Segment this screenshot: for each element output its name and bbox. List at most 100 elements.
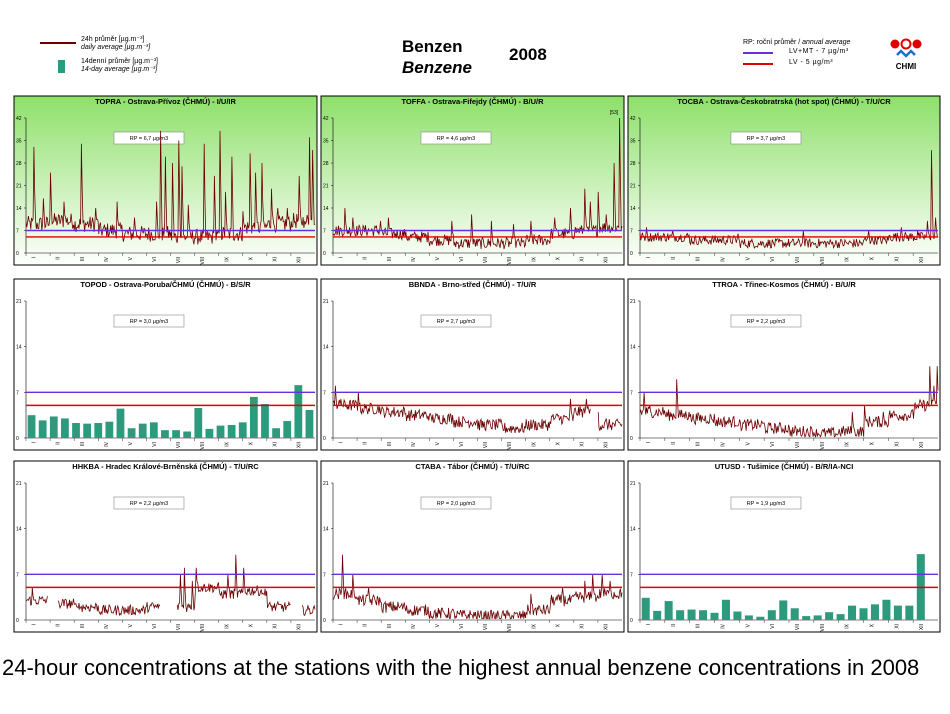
month-label: XI bbox=[579, 257, 585, 262]
rp-label-box bbox=[113, 131, 185, 145]
month-label: V bbox=[128, 441, 134, 445]
chart-title: TOPRA - Ostrava-Přívoz (ČHMÚ) - I/U/IR bbox=[95, 97, 236, 106]
month-label: III bbox=[387, 257, 393, 261]
rp-label-box bbox=[730, 131, 802, 145]
month-label: XII bbox=[919, 257, 925, 263]
month-label: V bbox=[435, 623, 441, 627]
month-label: IX bbox=[224, 256, 230, 261]
y-tick-label: 7 bbox=[630, 572, 633, 578]
month-label: I bbox=[32, 257, 38, 258]
month-label: I bbox=[32, 442, 38, 443]
month-label: VII bbox=[483, 624, 489, 630]
rp-label-box bbox=[420, 496, 492, 510]
data-bar bbox=[779, 600, 788, 620]
data-bar bbox=[249, 396, 258, 438]
month-label: VII bbox=[176, 442, 182, 448]
rp-label-box bbox=[730, 314, 802, 328]
daily-average-line bbox=[639, 366, 939, 439]
month-label: X bbox=[555, 441, 561, 445]
daily-average-line bbox=[25, 130, 316, 245]
data-bar bbox=[183, 431, 192, 438]
y-tick-label: 28 bbox=[16, 161, 22, 167]
data-bar bbox=[72, 422, 80, 438]
y-tick-label: 21 bbox=[323, 299, 329, 305]
charts-grid: TOPRA - Ostrava-Přívoz (ČHMÚ) - I/U/IR 0 7… bbox=[13, 95, 941, 633]
month-label: IX bbox=[845, 441, 851, 446]
y-tick-label: 14 bbox=[630, 527, 636, 533]
month-label: X bbox=[248, 256, 254, 260]
month-label: II bbox=[363, 257, 369, 260]
data-bar bbox=[744, 615, 753, 620]
daily-average-line bbox=[332, 117, 623, 250]
data-bar bbox=[216, 425, 225, 438]
data-bar bbox=[205, 428, 214, 438]
y-tick-label: 0 bbox=[323, 436, 326, 442]
chart-title: UTUSD - Tušimice (ČHMÚ) - B/R/IA-NCI bbox=[715, 462, 854, 471]
data-bar bbox=[238, 422, 247, 438]
month-label: XII bbox=[919, 624, 925, 630]
data-bar bbox=[859, 608, 868, 620]
data-bar bbox=[194, 407, 203, 438]
month-label: XII bbox=[604, 442, 610, 448]
y-tick-label: 7 bbox=[323, 572, 326, 578]
month-label: IV bbox=[104, 441, 110, 446]
page-title: Benzen Benzene bbox=[402, 36, 472, 78]
month-label: VII bbox=[176, 624, 182, 630]
month-label: IV bbox=[104, 623, 110, 628]
month-label: XI bbox=[894, 257, 900, 262]
month-label: XI bbox=[579, 624, 585, 629]
month-label: VI bbox=[459, 624, 465, 629]
daily-average-swatch bbox=[40, 42, 76, 44]
month-label: III bbox=[80, 257, 86, 261]
month-label: VII bbox=[795, 442, 801, 448]
month-label: VI bbox=[152, 624, 158, 629]
data-bar bbox=[294, 385, 303, 438]
month-label: VIII bbox=[507, 624, 513, 632]
y-tick-label: 7 bbox=[16, 572, 19, 578]
month-label: XII bbox=[297, 442, 303, 448]
month-label: VII bbox=[795, 257, 801, 263]
month-label: XI bbox=[272, 257, 278, 262]
month-label: IV bbox=[720, 256, 726, 261]
chart-title: BBNDA - Brno-střed (ČHMÚ) - T/U/R bbox=[409, 280, 537, 289]
month-label: II bbox=[56, 257, 62, 260]
y-tick-label: 0 bbox=[16, 251, 19, 257]
14day-average-swatch bbox=[58, 60, 65, 73]
month-label: I bbox=[646, 442, 652, 443]
title-en: Benzene bbox=[402, 58, 472, 77]
data-bar bbox=[767, 610, 776, 620]
rp-label-box bbox=[730, 496, 802, 510]
title-cz: Benzen bbox=[402, 37, 463, 56]
chart-panel-4: TOPOD - Ostrava-Poruba/ČHMÚ (ČHMÚ) - B/S… bbox=[13, 278, 318, 451]
data-bar bbox=[38, 420, 47, 438]
rp-label-box bbox=[420, 131, 492, 145]
data-bar bbox=[664, 601, 673, 620]
month-label: X bbox=[555, 256, 561, 260]
month-label: IX bbox=[531, 256, 537, 261]
month-label: XI bbox=[579, 442, 585, 447]
chart-title: TOCBA - Ostrava-Českobratrská (hot spot)… bbox=[677, 97, 891, 106]
rp-heading-cz: RP: roční průměr / bbox=[743, 39, 803, 46]
rp-label: RP = 3,7 µg/m3 bbox=[747, 136, 785, 142]
data-bar bbox=[825, 612, 834, 620]
y-tick-label: 28 bbox=[323, 161, 329, 167]
month-label: V bbox=[745, 441, 751, 445]
month-label: IV bbox=[411, 441, 417, 446]
chart-panel-5: BBNDA - Brno-střed (ČHMÚ) - T/U/R 0 7 14 21 I… bbox=[320, 278, 625, 451]
y-tick-label: 21 bbox=[16, 481, 22, 487]
rp-label: RP = 1,9 µg/m3 bbox=[747, 501, 785, 507]
month-label: I bbox=[339, 257, 345, 258]
y-tick-label: 28 bbox=[630, 161, 636, 167]
lv-swatch bbox=[743, 63, 773, 65]
y-tick-label: 14 bbox=[16, 206, 22, 212]
data-bar bbox=[699, 610, 708, 620]
data-bar bbox=[127, 428, 136, 438]
clip-label: [53] bbox=[610, 110, 619, 116]
month-label: IX bbox=[224, 441, 230, 446]
month-label: III bbox=[80, 442, 86, 446]
month-label: IX bbox=[531, 623, 537, 628]
month-label: IX bbox=[845, 623, 851, 628]
y-tick-label: 0 bbox=[323, 251, 326, 257]
month-label: III bbox=[696, 624, 702, 628]
